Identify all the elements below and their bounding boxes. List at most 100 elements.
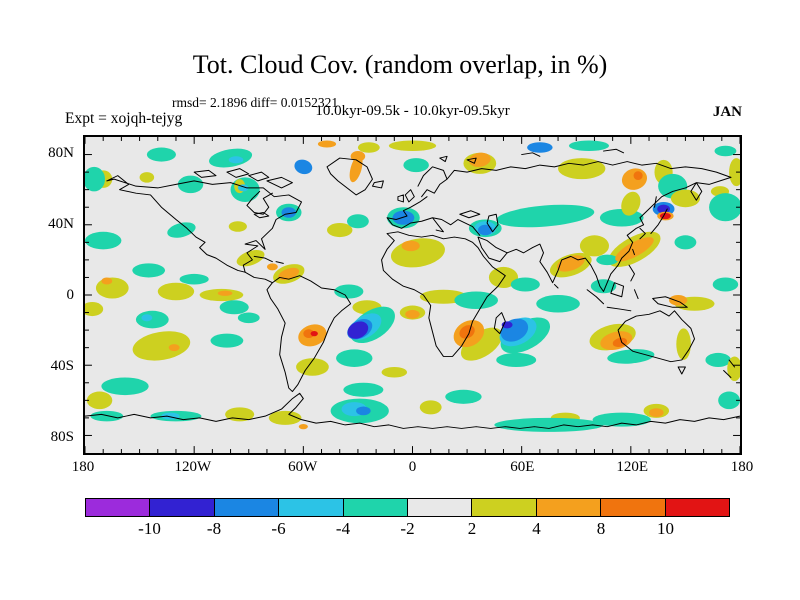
y-tick-label: 0 <box>66 287 75 303</box>
colorbar-tick-label: -6 <box>271 519 286 538</box>
anomaly-region <box>607 349 655 364</box>
coastline <box>506 176 732 292</box>
x-tick-label: 0 <box>408 459 417 475</box>
anomaly-region <box>712 277 739 292</box>
coastline <box>85 392 740 429</box>
chart-title: Tot. Cloud Cov. (random overlap, in %) <box>192 50 608 79</box>
x-tick-label: 120E <box>616 459 648 475</box>
coastline <box>723 359 736 378</box>
anomaly-region <box>496 204 595 228</box>
colorbar-segment <box>408 499 473 516</box>
anomaly-region <box>356 406 371 416</box>
anomaly-region <box>729 158 740 187</box>
anomaly-region <box>228 156 244 164</box>
anomaly-region <box>669 295 688 306</box>
stats-label: rmsd= 2.1896 diff= 0.0152321 <box>172 95 339 110</box>
month-label: JAN <box>712 104 742 120</box>
anomaly-region <box>168 344 180 352</box>
x-axis-labels: 180 120W 60W 0 60E 120E 180 <box>0 459 800 479</box>
x-tick-label: 120W <box>174 459 212 475</box>
coastline <box>106 175 303 273</box>
colorbar-tick-label: 10 <box>657 519 674 538</box>
coastline <box>397 189 415 203</box>
anomaly-region <box>139 172 155 183</box>
anomaly-region <box>101 277 113 285</box>
anomaly-region <box>579 235 609 257</box>
anomaly-region <box>718 391 740 410</box>
anomaly-region <box>454 291 499 310</box>
anomaly-region <box>141 314 153 322</box>
anomaly-region <box>310 330 318 337</box>
anomaly-region <box>177 175 204 194</box>
colorbar-segment <box>279 499 344 516</box>
anomaly-region <box>590 279 617 294</box>
coastline <box>253 255 284 264</box>
x-tick-label: 60E <box>510 459 535 475</box>
coastline <box>493 312 506 335</box>
anomaly-region <box>705 352 731 367</box>
y-axis-labels: 80N 40N 0 40S 80S <box>36 135 74 455</box>
anomaly-region <box>237 312 260 324</box>
colorbar-tick-label: 4 <box>532 519 541 538</box>
anomaly-region <box>347 214 369 229</box>
anomaly-region <box>592 412 651 427</box>
coastline <box>553 283 559 289</box>
anomaly-region <box>334 284 364 299</box>
anomaly-region <box>86 391 113 410</box>
coastline <box>586 282 688 312</box>
colorbar-segment <box>343 499 409 516</box>
anomaly-region <box>727 356 740 382</box>
anomaly-region <box>268 410 302 425</box>
colorbar-tick-label: -4 <box>335 519 351 538</box>
anomaly-region <box>403 158 429 173</box>
coastline <box>253 212 270 219</box>
anomaly-region <box>478 224 493 236</box>
anomaly-region <box>326 223 353 238</box>
colorbar-labels: -10 -8 -6 -4 -2 2 4 8 10 <box>0 519 800 541</box>
y-tick-label: 80N <box>48 144 74 161</box>
anomaly-region <box>167 222 196 238</box>
anomaly-region <box>347 321 369 339</box>
x-tick-label: 60W <box>288 459 318 475</box>
anomaly-region <box>657 204 670 214</box>
coastline <box>486 213 499 233</box>
colorbar-tick-label: -10 <box>138 519 161 538</box>
coastline <box>628 248 635 282</box>
experiment-label: Expt = xojqh-tejyg <box>65 110 183 127</box>
colorbar-segment <box>472 499 537 516</box>
anomaly-region <box>266 263 278 271</box>
coastline <box>326 157 373 196</box>
anomaly-region <box>132 263 166 278</box>
anomaly-region <box>294 159 313 175</box>
coastline <box>459 210 481 219</box>
coastline <box>371 180 384 189</box>
anomaly-region <box>357 142 380 153</box>
anomaly-region <box>90 410 124 422</box>
anomaly-region <box>527 142 553 153</box>
anomaly-region <box>596 254 619 266</box>
coastline <box>386 196 481 236</box>
colorbar-tick-label: -2 <box>400 519 415 538</box>
axis-ticks-layer <box>85 137 740 453</box>
coastline <box>639 196 668 240</box>
coastline <box>617 310 696 375</box>
anomaly-region <box>179 273 209 285</box>
anomaly-region <box>709 193 740 222</box>
anomaly-region <box>298 424 308 430</box>
x-tick-label: 180 <box>730 459 754 475</box>
anomaly-region <box>85 166 106 192</box>
y-tick-label: 80S <box>50 429 74 446</box>
anomaly-region <box>350 151 366 162</box>
coastline <box>193 168 293 189</box>
anomaly-region <box>146 147 176 162</box>
anomaly-region <box>85 231 122 250</box>
anomaly-region <box>343 382 384 397</box>
anomaly-region <box>336 349 373 367</box>
anomaly-region <box>85 302 104 317</box>
map-canvas <box>85 140 740 432</box>
anomaly-region <box>510 277 540 292</box>
anomaly-region <box>460 327 503 361</box>
map-plot <box>83 135 742 455</box>
y-tick-label: 40N <box>48 215 74 232</box>
